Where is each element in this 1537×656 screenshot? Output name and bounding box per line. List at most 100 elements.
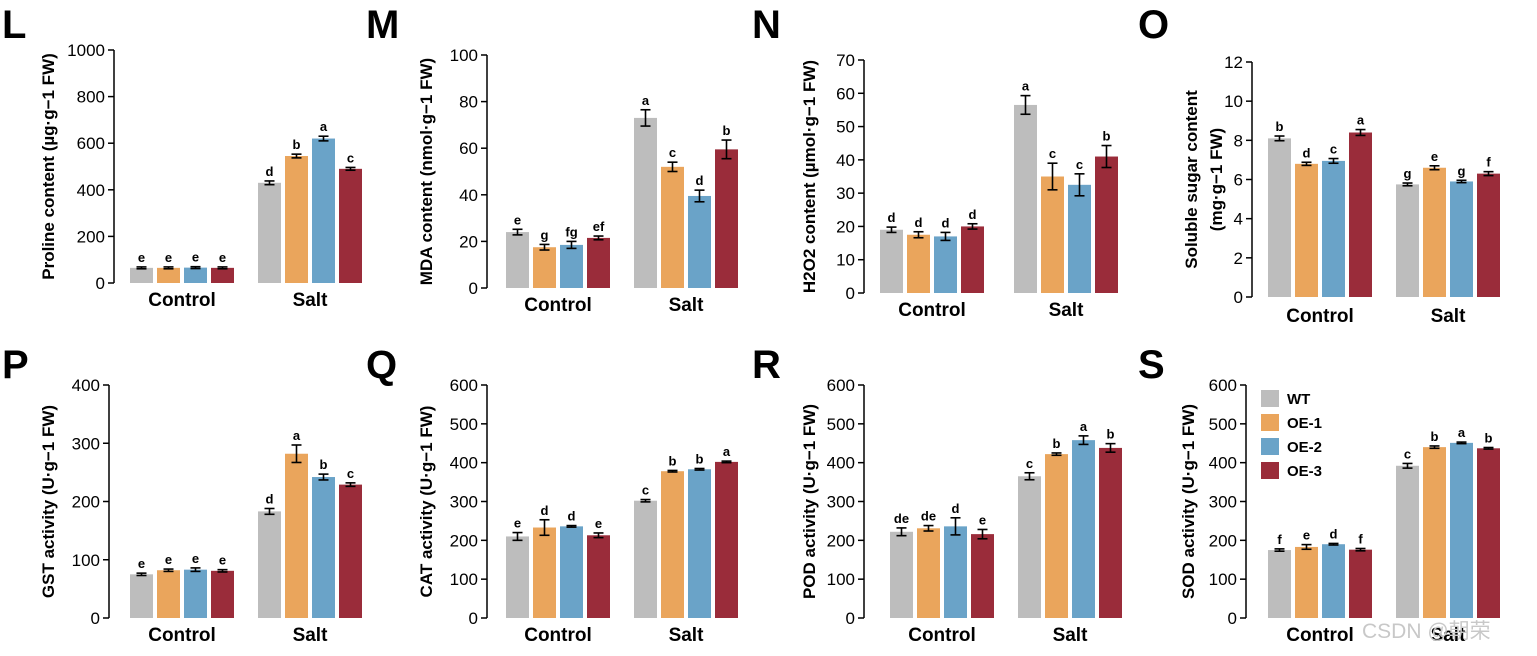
significance-letter: b — [1431, 429, 1439, 444]
bar-oe-2 — [560, 244, 583, 288]
y-tick-label: 30 — [836, 184, 855, 203]
bar-oe-1 — [533, 527, 556, 618]
bar-wt — [506, 232, 529, 288]
bar-oe-2 — [1322, 544, 1345, 618]
significance-letter: g — [1458, 163, 1466, 178]
y-tick-label: 6 — [1234, 171, 1243, 190]
x-category-label: Salt — [1431, 625, 1467, 646]
significance-letter: b — [1053, 436, 1061, 451]
significance-letter: a — [1357, 113, 1365, 128]
bar-oe-3 — [1477, 173, 1500, 297]
significance-letter: f — [1358, 531, 1363, 546]
y-tick-label: 0 — [846, 609, 855, 628]
bar-oe-2 — [688, 195, 711, 288]
y-tick-label: 400 — [77, 181, 105, 200]
panel-S: S 0 100 200 300 400 500 600 SOD activity (U·g−1 … — [1138, 343, 1500, 646]
significance-letter: a — [1458, 425, 1466, 440]
significance-letter: f — [1277, 532, 1282, 547]
y-tick-label: 1000 — [67, 41, 105, 60]
x-category-label: Control — [1286, 625, 1354, 646]
y-tick-label: 300 — [827, 493, 855, 512]
significance-letter: g — [541, 227, 549, 242]
significance-letter: d — [969, 207, 977, 222]
y-tick-label: 300 — [450, 493, 478, 512]
y-tick-label: 300 — [1209, 493, 1237, 512]
legend: WT OE-1 OE-2 OE-3 — [1261, 390, 1322, 480]
y-tick-label: 500 — [450, 415, 478, 434]
y-tick-label: 200 — [1209, 531, 1237, 550]
bar-oe-2 — [1072, 440, 1095, 618]
watermark: CSDN @朝荣 — [1362, 620, 1491, 643]
bar-oe-1 — [1423, 167, 1446, 297]
bar-oe-3 — [961, 226, 984, 293]
significance-letter: d — [568, 509, 576, 524]
x-category-label: Control — [524, 295, 592, 316]
significance-letter: ef — [593, 219, 605, 234]
panel-P: P 0 100 200 300 400 GST activity (U·g−1 FW) e e e… — [2, 343, 362, 646]
bar-wt — [1268, 550, 1291, 618]
significance-letter: e — [165, 250, 172, 265]
bar-wt — [1396, 184, 1419, 297]
bar-oe-1 — [1045, 454, 1068, 618]
y-tick-label: 60 — [459, 139, 478, 158]
y-tick-label: 400 — [450, 454, 478, 473]
legend-swatch-oe-2 — [1261, 438, 1279, 455]
significance-letter: f — [1486, 155, 1491, 170]
legend-swatch-oe-1 — [1261, 414, 1279, 431]
significance-letter: b — [1103, 129, 1111, 144]
bar-oe-3 — [1099, 447, 1122, 618]
y-tick-label: 0 — [1234, 288, 1243, 307]
y-tick-label: 0 — [469, 279, 478, 298]
significance-letter: c — [1330, 142, 1337, 157]
bar-oe-2 — [312, 138, 335, 283]
panel-letter: O — [1138, 3, 1169, 47]
bar-oe-1 — [917, 528, 940, 618]
y-axis-label: H2O2 content (µmol·g−1 FW) — [800, 60, 819, 293]
bar-wt — [880, 229, 903, 293]
bar-wt — [1268, 138, 1291, 297]
significance-letter: d — [888, 210, 896, 225]
significance-letter: c — [347, 150, 354, 165]
bar-oe-1 — [1423, 447, 1446, 618]
y-tick-label: 60 — [836, 84, 855, 103]
significance-letter: fg — [565, 224, 577, 239]
bar-oe-3 — [339, 484, 362, 618]
y-tick-label: 8 — [1234, 131, 1243, 150]
panel-letter: Q — [366, 343, 397, 387]
bar-wt — [506, 536, 529, 618]
bar-oe-3 — [715, 149, 738, 288]
y-tick-label: 40 — [836, 151, 855, 170]
significance-letter: d — [1330, 526, 1338, 541]
significance-letter: d — [915, 215, 923, 230]
significance-letter: e — [138, 556, 145, 571]
y-tick-label: 100 — [450, 46, 478, 65]
bar-oe-1 — [907, 234, 930, 293]
bar-oe-1 — [285, 156, 308, 283]
y-tick-label: 400 — [1209, 454, 1237, 473]
y-tick-label: 80 — [459, 93, 478, 112]
bar-oe-1 — [1041, 176, 1064, 293]
bar-wt — [258, 182, 281, 283]
bar-oe-3 — [971, 534, 994, 618]
bar-oe-2 — [184, 569, 207, 618]
x-category-label: Salt — [669, 625, 705, 646]
x-category-label: Salt — [1431, 306, 1467, 327]
significance-letter: e — [1303, 528, 1310, 543]
panel-letter: L — [2, 3, 26, 47]
significance-letter: e — [192, 250, 199, 265]
x-category-label: Control — [1286, 306, 1354, 327]
bar-oe-3 — [211, 570, 234, 618]
panel-letter: P — [2, 343, 29, 387]
significance-letter: c — [1404, 446, 1411, 461]
y-axis-label: CAT activity (U·g−1 FW) — [417, 406, 436, 598]
y-tick-label: 800 — [77, 88, 105, 107]
panel-M: M 0 20 40 60 80 100 MDA content (nmol·g−1 FW) e g… — [366, 3, 738, 316]
bar-oe-1 — [661, 166, 684, 288]
bar-oe-3 — [587, 535, 610, 618]
significance-letter: b — [723, 123, 731, 138]
panel-N: N 0 10 20 30 40 50 60 70 H2O2 content (µmol·g−1 F… — [752, 3, 1118, 321]
y-axis-label-line2: (mg·g−1 FW) — [1207, 128, 1226, 231]
y-axis-label: POD activity (U·g−1 FW) — [800, 404, 819, 599]
y-tick-label: 300 — [72, 434, 100, 453]
x-category-label: Control — [524, 625, 592, 646]
